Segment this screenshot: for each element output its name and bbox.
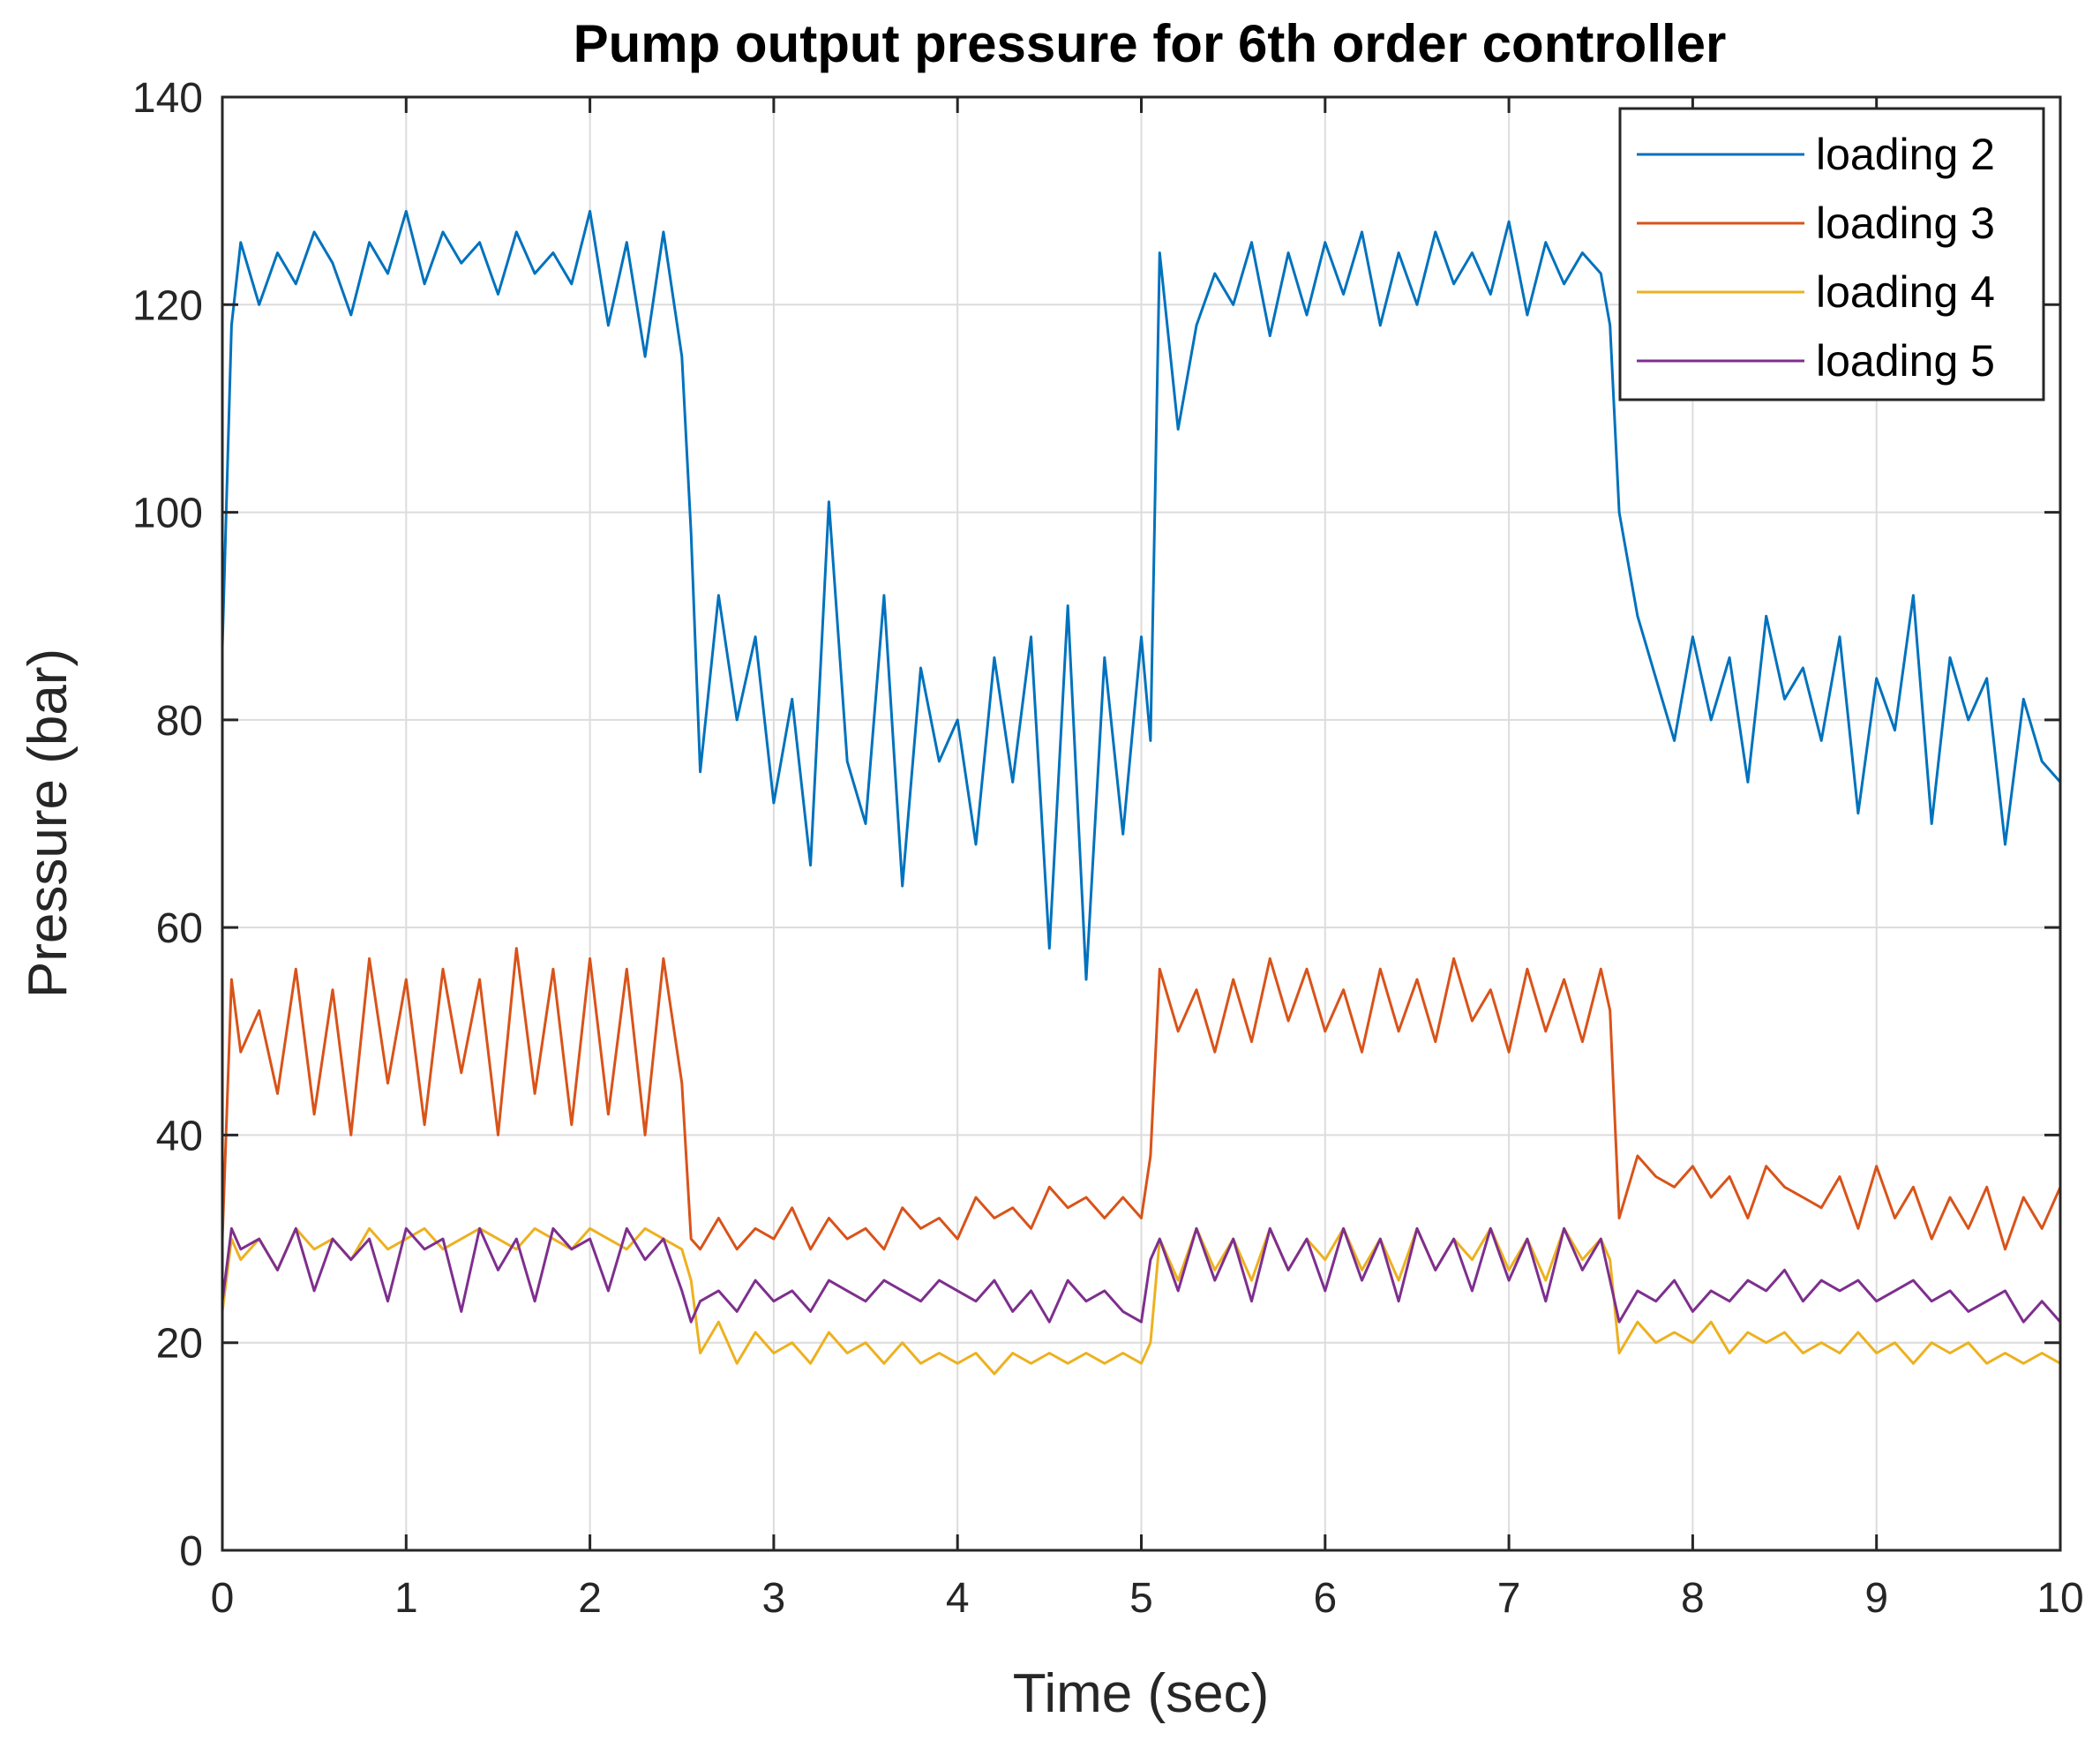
y-tick-label: 100 xyxy=(132,491,203,537)
series-line-loading-3 xyxy=(221,947,2062,1251)
legend-box xyxy=(1618,107,2045,401)
series-group xyxy=(221,209,2062,1376)
legend-label-loading-2: loading 2 xyxy=(1816,130,1995,179)
x-tick-label: 4 xyxy=(946,1575,970,1622)
x-tick-label: 5 xyxy=(1129,1575,1153,1622)
legend-label-loading-5: loading 5 xyxy=(1816,336,1995,386)
x-tick-label: 2 xyxy=(578,1575,602,1622)
chart-title: Pump output pressure for 6th order contr… xyxy=(574,14,1727,73)
series-line-loading-5 xyxy=(221,1226,2062,1324)
y-axis: 0 20 40 60 80 100 120 140 xyxy=(132,75,2060,1575)
y-tick-label: 40 xyxy=(156,1113,203,1159)
x-tick-label: 6 xyxy=(1313,1575,1337,1622)
x-tick-label: 8 xyxy=(1681,1575,1705,1622)
legend[interactable]: loading 2 loading 3 loading 4 loading 5 xyxy=(1618,107,2045,401)
x-tick-label: 10 xyxy=(2036,1575,2083,1622)
y-tick-label: 80 xyxy=(156,698,203,745)
series-line-loading-4 xyxy=(221,1226,2061,1376)
x-tick-label: 9 xyxy=(1864,1575,1888,1622)
x-axis-label: Time (sec) xyxy=(1013,1663,1269,1724)
y-tick-label: 120 xyxy=(132,282,203,329)
x-tick-label: 3 xyxy=(762,1575,786,1622)
y-tick-label: 0 xyxy=(179,1528,203,1575)
x-tick-label: 0 xyxy=(211,1575,235,1622)
legend-label-loading-3: loading 3 xyxy=(1816,199,1995,248)
y-axis-label: Pressure (bar) xyxy=(18,649,79,998)
legend-items: loading 2 loading 3 loading 4 loading 5 xyxy=(1637,130,1995,386)
y-tick-label: 140 xyxy=(132,75,203,122)
y-tick-label: 20 xyxy=(156,1321,203,1368)
x-tick-label: 1 xyxy=(394,1575,418,1622)
y-tick-label: 60 xyxy=(156,905,203,952)
legend-label-loading-4: loading 4 xyxy=(1816,267,1995,317)
series-line-loading-2 xyxy=(221,209,2062,981)
x-axis: 0 1 2 3 4 5 6 7 8 9 10 xyxy=(211,97,2084,1622)
x-tick-label: 7 xyxy=(1497,1575,1521,1622)
